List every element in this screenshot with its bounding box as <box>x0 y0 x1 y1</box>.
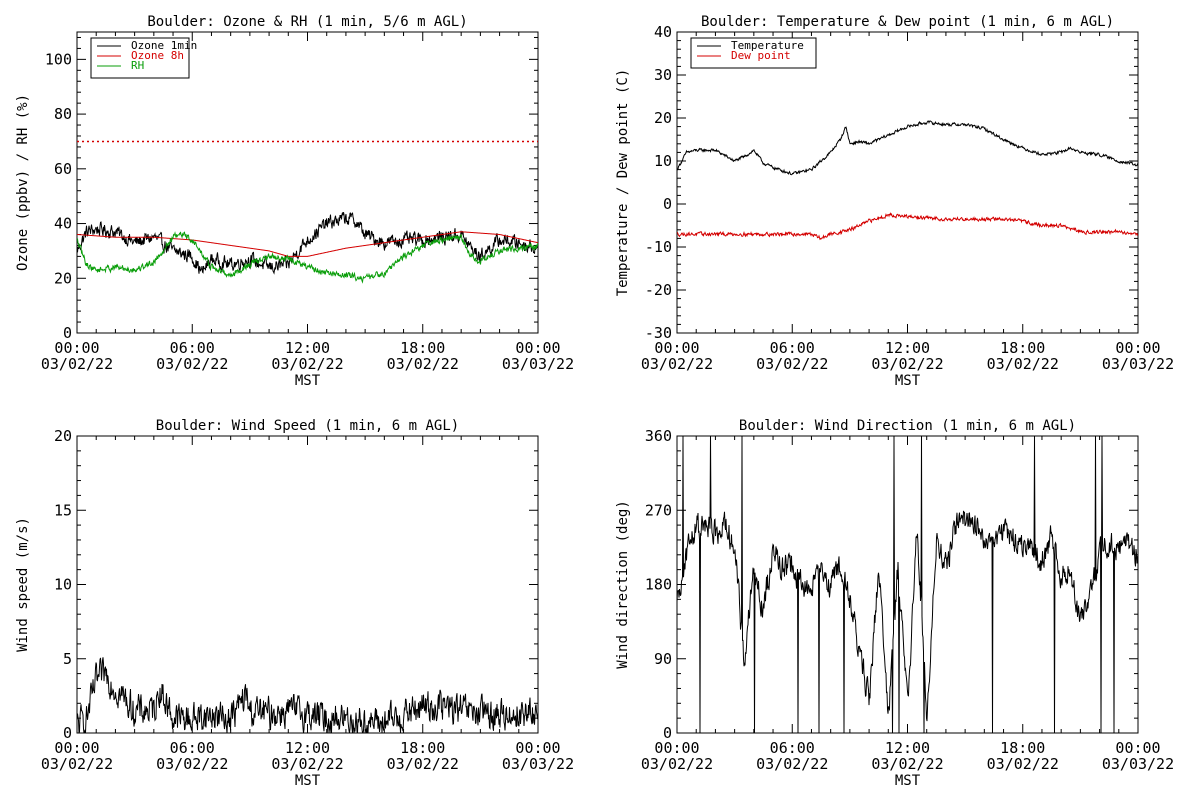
chart-title: Boulder: Wind Direction (1 min, 6 m AGL) <box>739 418 1076 434</box>
y-tick-label: 40 <box>654 23 672 41</box>
x-tick-time: 06:00 <box>770 339 815 357</box>
plot-frame <box>76 435 539 734</box>
series-line-wdir <box>677 436 1138 733</box>
legend-entry: RH <box>131 59 144 72</box>
x-tick-time: 00:00 <box>1115 739 1160 757</box>
chart-wspd: Boulder: Wind Speed (1 min, 6 m AGL) 0 5 10… <box>15 418 574 789</box>
x-tick-date: 03/02/22 <box>756 355 828 373</box>
legend-entry: Dew point <box>731 49 791 62</box>
x-tick-time: 12:00 <box>885 739 930 757</box>
x-tick-time: 00:00 <box>515 339 560 357</box>
y-tick-label: 360 <box>645 427 672 445</box>
x-tick-time: 00:00 <box>54 739 99 757</box>
chart-temp: Boulder: Temperature & Dew point (1 min,… <box>615 14 1174 389</box>
y-tick-label: 30 <box>654 66 672 84</box>
y-tick-label: 40 <box>54 215 72 233</box>
x-tick-date: 03/02/22 <box>387 755 459 773</box>
legend-box <box>690 37 817 69</box>
x-tick-date: 03/02/22 <box>387 355 459 373</box>
y-tick-label: 15 <box>54 501 72 519</box>
x-tick-date: 03/02/22 <box>987 355 1059 373</box>
y-tick-label: 90 <box>654 650 672 668</box>
x-tick-date: 03/03/22 <box>1102 355 1174 373</box>
x-tick-date: 03/03/22 <box>502 355 574 373</box>
chart-title: Boulder: Ozone & RH (1 min, 5/6 m AGL) <box>147 14 467 30</box>
plot-frame <box>676 31 1139 334</box>
x-axis-label: MST <box>895 373 921 389</box>
x-axis-label: MST <box>895 773 921 789</box>
y-axis-label: Wind speed (m/s) <box>15 517 31 652</box>
x-tick-date: 03/02/22 <box>41 355 113 373</box>
x-tick-time: 18:00 <box>400 339 445 357</box>
chart-ozone: Boulder: Ozone & RH (1 min, 5/6 m AGL) 0 2… <box>15 14 574 389</box>
x-tick-date: 03/02/22 <box>41 755 113 773</box>
x-axis-label: MST <box>295 773 321 789</box>
x-tick-time: 00:00 <box>515 739 560 757</box>
x-axis-label: MST <box>295 373 321 389</box>
x-tick-time: 00:00 <box>654 739 699 757</box>
x-tick-time: 00:00 <box>1115 339 1160 357</box>
y-tick-label: 180 <box>645 576 672 594</box>
chart-title: Boulder: Temperature & Dew point (1 min,… <box>701 14 1114 30</box>
x-tick-time: 18:00 <box>1000 339 1045 357</box>
x-tick-date: 03/02/22 <box>871 755 943 773</box>
y-tick-label: -30 <box>645 324 672 342</box>
x-tick-time: 00:00 <box>54 339 99 357</box>
x-tick-date: 03/02/22 <box>756 755 828 773</box>
y-axis-label: Temperature / Dew point (C) <box>615 69 631 297</box>
x-tick-date: 03/02/22 <box>871 355 943 373</box>
y-tick-label: 60 <box>54 160 72 178</box>
series-line-wspd <box>77 657 538 733</box>
y-tick-label: 0 <box>663 195 672 213</box>
y-tick-label: 80 <box>54 105 72 123</box>
x-tick-date: 03/02/22 <box>271 355 343 373</box>
x-tick-date: 03/02/22 <box>271 755 343 773</box>
y-tick-label: 0 <box>63 324 72 342</box>
series-line-rh <box>77 231 538 284</box>
x-tick-time: 12:00 <box>885 339 930 357</box>
y-tick-label: 5 <box>63 650 72 668</box>
y-axis-label: Ozone (ppbv) / RH (%) <box>15 94 31 271</box>
x-tick-time: 12:00 <box>285 739 330 757</box>
x-tick-date: 03/03/22 <box>1102 755 1174 773</box>
y-tick-label: 100 <box>45 50 72 68</box>
y-tick-label: 270 <box>645 501 672 519</box>
y-axis-label: Wind direction (deg) <box>615 500 631 669</box>
x-tick-time: 18:00 <box>400 739 445 757</box>
y-tick-label: -20 <box>645 281 672 299</box>
x-tick-time: 06:00 <box>770 739 815 757</box>
x-tick-time: 06:00 <box>170 739 215 757</box>
x-tick-time: 00:00 <box>654 339 699 357</box>
legend-entry: Ozone 8h <box>131 49 184 62</box>
legend-entry: Temperature <box>731 39 804 52</box>
chart-title: Boulder: Wind Speed (1 min, 6 m AGL) <box>156 418 459 434</box>
x-tick-time: 06:00 <box>170 339 215 357</box>
x-tick-time: 18:00 <box>1000 739 1045 757</box>
x-tick-date: 03/02/22 <box>987 755 1059 773</box>
series-line-temperature <box>677 120 1138 176</box>
series-line-dew-point <box>677 212 1138 241</box>
series-line-ozone-8h <box>77 231 538 257</box>
legend-box <box>90 37 190 79</box>
y-tick-label: 20 <box>54 269 72 287</box>
x-tick-date: 03/02/22 <box>156 355 228 373</box>
y-tick-label: 20 <box>654 109 672 127</box>
y-tick-label: 0 <box>663 724 672 742</box>
chart-wdir: Boulder: Wind Direction (1 min, 6 m AGL)… <box>615 418 1174 789</box>
x-tick-date: 03/03/22 <box>502 755 574 773</box>
y-tick-label: 0 <box>63 724 72 742</box>
x-tick-date: 03/02/22 <box>641 355 713 373</box>
x-tick-date: 03/02/22 <box>641 755 713 773</box>
y-tick-label: 10 <box>54 576 72 594</box>
y-tick-label: 20 <box>54 427 72 445</box>
x-tick-time: 12:00 <box>285 339 330 357</box>
y-tick-label: 10 <box>654 152 672 170</box>
x-tick-date: 03/02/22 <box>156 755 228 773</box>
y-tick-label: -10 <box>645 238 672 256</box>
legend-entry: Ozone 1min <box>131 39 197 52</box>
